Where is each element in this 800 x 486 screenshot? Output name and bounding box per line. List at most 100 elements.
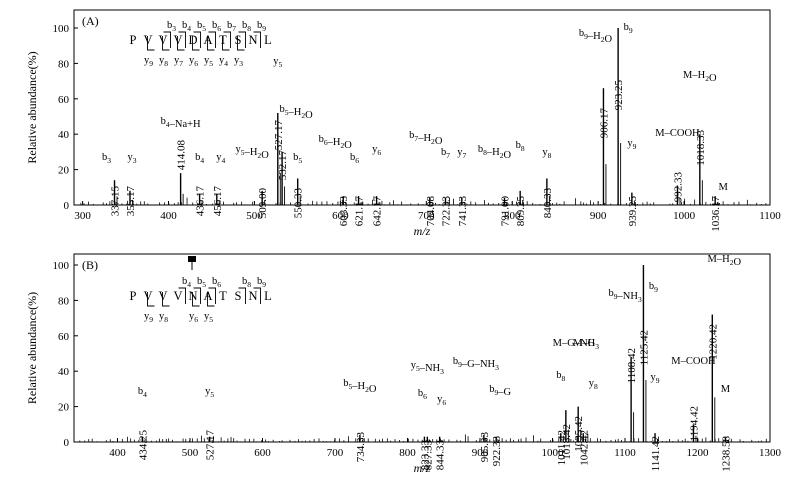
peak-mz-label: 434.25: [137, 430, 149, 461]
plot-frame: [73, 9, 771, 206]
peak-ion-label: b9–NH3: [608, 288, 641, 304]
sequence-b-ion: b4: [182, 276, 191, 289]
b-ion-marker: [238, 287, 246, 304]
sequence-y-ion: y4: [219, 55, 228, 68]
sequence-b-ion: b3: [167, 20, 176, 33]
peak-ion-label: b6–H2O: [319, 134, 353, 151]
peak-mz-label: 1036.17: [710, 196, 722, 232]
sequence-residue: L: [264, 289, 272, 303]
x-tick-label: 1100: [614, 447, 636, 459]
y-ion-marker: [237, 36, 245, 51]
sequence-residue: V: [173, 289, 182, 303]
peak-mz-label: 1141.42: [650, 436, 662, 471]
peak-ion-label: b4: [195, 152, 204, 165]
sequence-b-ion: b5: [197, 276, 206, 289]
peak-ion-label: y6: [437, 394, 446, 407]
peak-mz-label: 704.08: [425, 196, 437, 227]
peak-ion-label: M–COOH: [655, 128, 700, 139]
peak-ion-label: b4: [138, 386, 147, 399]
sequence-residue: P: [130, 289, 137, 303]
peak-ion-label: b9–H2O: [579, 28, 613, 45]
peak-ion-label: b5–H2O: [343, 378, 377, 395]
sequence-y-ion: y7: [174, 55, 183, 68]
y-tick-label: 40: [58, 366, 70, 378]
peak-ion-label: b5: [293, 152, 302, 165]
sequence-residue: A: [203, 289, 212, 303]
y-tick-label: 100: [53, 23, 70, 35]
x-tick-label: 500: [182, 447, 199, 459]
peak-mz-label: 355.17: [125, 186, 137, 217]
peak-mz-label: 1018.33: [695, 130, 707, 166]
y-tick-label: 60: [58, 94, 70, 106]
x-tick-label: 900: [472, 447, 489, 459]
sequence-residue: N: [248, 289, 257, 303]
x-tick-label: 1100: [759, 210, 781, 222]
x-axis-label: m/z: [414, 224, 431, 238]
sequence-y-ion: y5: [204, 55, 213, 68]
peak-ion-label: b9–G–NH3: [453, 356, 499, 372]
peak-mz-label: 791.00: [499, 196, 511, 227]
peak-mz-label: 550.33: [293, 188, 305, 219]
y-tick-label: 0: [64, 437, 70, 449]
b-ion-marker: [253, 287, 261, 304]
peak-ion-label: b9–G: [489, 384, 511, 398]
peak-mz-label: 840.33: [542, 188, 554, 219]
sequence-y-ion: y8: [159, 55, 168, 68]
peak-mz-label: 939.25: [627, 196, 639, 227]
peak-ion-label: y5–NH3: [411, 360, 444, 376]
y-tick-label: 100: [53, 260, 70, 272]
peak-ion-label: y7: [457, 147, 466, 160]
peak-mz-label: 1011.42: [556, 430, 568, 465]
sequence-residue: V: [173, 33, 182, 47]
b-ion-marker: [223, 31, 231, 48]
sequence-y-ion: y9: [144, 311, 153, 324]
y-axis-label: Relative abundance(%): [25, 292, 39, 404]
peak-ion-label: b5–H2O: [279, 104, 313, 121]
y-ion-marker: [177, 36, 185, 51]
peak-ion-label: b8: [516, 140, 525, 153]
x-tick-label: 300: [74, 210, 91, 222]
b-ion-marker: [178, 287, 186, 304]
peak-ion-label: M–H2O: [683, 70, 717, 84]
y-tick-label: 80: [58, 295, 70, 307]
b-ion-marker: [208, 287, 216, 304]
peak-mz-label: 844.33: [435, 440, 447, 471]
x-axis-label: m/z: [414, 461, 431, 475]
peak-mz-label: 532.17: [277, 150, 289, 181]
peak-mz-label: 509.00: [257, 188, 269, 219]
sequence-residue: V: [143, 289, 152, 303]
sequence-residue: A: [203, 33, 212, 47]
x-tick-label: 800: [399, 447, 416, 459]
peak-mz-label: 809.25: [515, 196, 527, 227]
x-tick-label: 400: [109, 447, 126, 459]
sequence-residue: V: [143, 33, 152, 47]
sequence-b-ion: b6: [212, 20, 221, 33]
x-tick-label: 1300: [759, 447, 782, 459]
peak-ion-label: b8–H2O: [478, 144, 512, 161]
peak-mz-label: 621.17: [354, 196, 366, 227]
peak-ion-label: M–G: [573, 338, 596, 349]
b-ion-marker: [208, 31, 216, 48]
peak-ion-label: M–G–NH3: [553, 338, 600, 351]
peak-ion-label: b9: [649, 281, 658, 294]
y-tick-label: 20: [58, 165, 70, 177]
x-tick-label: 1000: [673, 210, 696, 222]
y-tick-label: 20: [58, 402, 70, 414]
b-ion-marker: [238, 31, 246, 48]
sequence-b-ion: b6: [212, 276, 221, 289]
peak-ion-label: b7–H2O: [409, 130, 443, 147]
b-ion-marker: [163, 31, 171, 48]
sequence-residue: D: [188, 33, 197, 47]
sequence-residue: L: [264, 33, 272, 47]
y-tick-label: 60: [58, 331, 70, 343]
peak-mz-label: 741.33: [457, 196, 469, 227]
peak-mz-label: 922.33: [491, 436, 503, 467]
plot-frame: [73, 253, 771, 443]
panel-label: (A): [82, 14, 99, 28]
peak-ion-label: y9: [627, 138, 636, 151]
peak-ion-label: y6: [372, 144, 381, 157]
peak-ion-label: M–H2O: [708, 254, 742, 268]
sequence-residue: P: [130, 33, 137, 47]
peak-mz-label: 1238.58: [720, 436, 732, 472]
peak-ion-label: y4: [216, 152, 225, 165]
